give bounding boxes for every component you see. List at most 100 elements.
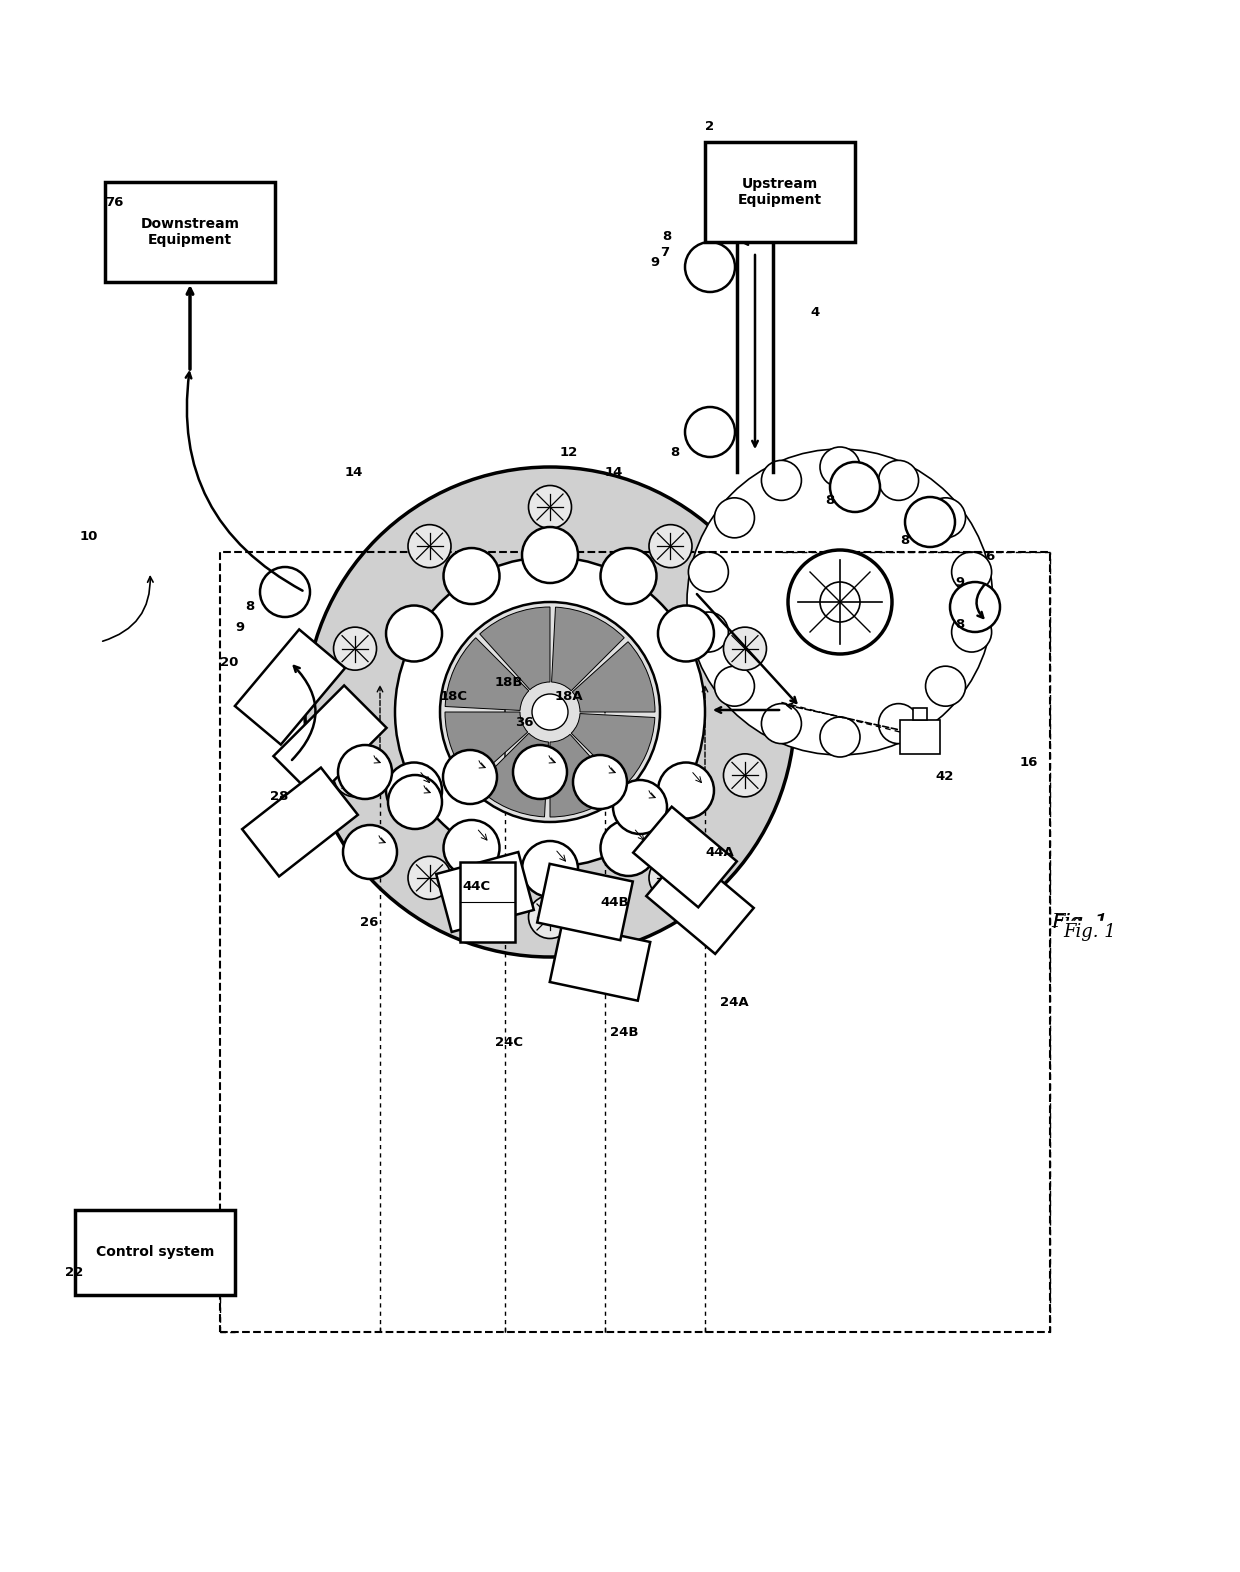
Polygon shape [242, 767, 358, 877]
Bar [913, 707, 928, 720]
Wedge shape [552, 607, 624, 690]
Text: 76: 76 [105, 195, 123, 209]
Circle shape [925, 667, 966, 706]
Polygon shape [646, 850, 754, 954]
Circle shape [408, 525, 451, 567]
Text: 26: 26 [360, 915, 378, 929]
Circle shape [343, 825, 397, 879]
Text: 22: 22 [64, 1265, 83, 1278]
Circle shape [714, 498, 754, 538]
Circle shape [513, 745, 567, 799]
Circle shape [687, 450, 993, 755]
Circle shape [879, 461, 919, 500]
Circle shape [386, 605, 441, 662]
Circle shape [950, 582, 999, 632]
Text: 14: 14 [605, 465, 624, 478]
Text: Control system: Control system [95, 1245, 215, 1259]
Text: Fig. 1: Fig. 1 [1064, 923, 1116, 942]
Bar [219, 552, 1050, 1331]
Text: 18A: 18A [556, 690, 584, 704]
Text: 8: 8 [246, 601, 254, 613]
Circle shape [260, 567, 310, 616]
Polygon shape [274, 685, 387, 799]
Circle shape [951, 612, 992, 652]
Text: 8: 8 [662, 231, 671, 244]
Circle shape [532, 693, 568, 729]
Text: 8: 8 [955, 618, 965, 630]
Wedge shape [480, 607, 551, 690]
Circle shape [905, 497, 955, 547]
Circle shape [820, 446, 861, 487]
Circle shape [334, 627, 377, 670]
Circle shape [339, 745, 392, 799]
Circle shape [925, 498, 966, 538]
Circle shape [305, 467, 795, 957]
Text: 18C: 18C [440, 690, 467, 704]
Circle shape [649, 857, 692, 899]
Circle shape [658, 605, 714, 662]
Polygon shape [549, 923, 650, 1001]
Text: Fig. 1: Fig. 1 [1053, 912, 1107, 932]
Text: 24A: 24A [720, 995, 749, 1009]
Polygon shape [436, 852, 533, 932]
Circle shape [820, 582, 861, 623]
Circle shape [528, 486, 572, 528]
Circle shape [522, 841, 578, 898]
Circle shape [600, 549, 656, 604]
Circle shape [684, 242, 735, 292]
Text: 24B: 24B [610, 1025, 639, 1039]
Circle shape [714, 667, 754, 706]
Circle shape [443, 750, 497, 803]
Bar [74, 1209, 236, 1294]
Circle shape [613, 780, 667, 835]
Wedge shape [573, 641, 655, 712]
Text: 42: 42 [935, 770, 954, 783]
Wedge shape [445, 638, 528, 711]
Text: 24C: 24C [495, 1036, 523, 1049]
Circle shape [408, 857, 451, 899]
Text: 9: 9 [955, 575, 965, 588]
Circle shape [522, 527, 578, 583]
Circle shape [684, 407, 735, 457]
Circle shape [396, 556, 706, 868]
Circle shape [386, 762, 441, 819]
Circle shape [723, 627, 766, 670]
Circle shape [688, 612, 728, 652]
Circle shape [658, 762, 714, 819]
Text: 7: 7 [660, 245, 670, 258]
Circle shape [761, 461, 801, 500]
Text: 8: 8 [900, 533, 909, 547]
Text: 10: 10 [81, 530, 98, 544]
Text: 44C: 44C [463, 880, 490, 893]
Text: 9: 9 [650, 256, 660, 269]
Text: 28: 28 [270, 791, 289, 803]
Text: 16: 16 [1021, 756, 1038, 769]
Bar [900, 720, 940, 755]
Text: 4: 4 [810, 305, 820, 319]
Text: Downstream
Equipment: Downstream Equipment [140, 217, 239, 247]
Circle shape [573, 755, 627, 810]
Circle shape [388, 775, 441, 828]
Wedge shape [551, 734, 620, 817]
Circle shape [879, 704, 919, 744]
Circle shape [528, 896, 572, 938]
Circle shape [830, 462, 880, 512]
Text: 14: 14 [345, 465, 363, 478]
Text: 44A: 44A [706, 846, 734, 858]
Text: 20: 20 [219, 656, 238, 668]
Text: 9: 9 [236, 621, 244, 634]
Circle shape [600, 821, 656, 876]
Wedge shape [476, 733, 548, 817]
Circle shape [761, 704, 801, 744]
Wedge shape [445, 712, 528, 783]
Text: Upstream
Equipment: Upstream Equipment [738, 178, 822, 208]
Circle shape [440, 602, 660, 822]
Polygon shape [634, 806, 737, 907]
Circle shape [951, 552, 992, 593]
Bar [105, 182, 275, 281]
Polygon shape [537, 865, 632, 940]
Text: 18B: 18B [495, 676, 523, 689]
Text: 8: 8 [825, 494, 835, 506]
Bar [460, 861, 515, 942]
Text: 8: 8 [670, 445, 680, 459]
